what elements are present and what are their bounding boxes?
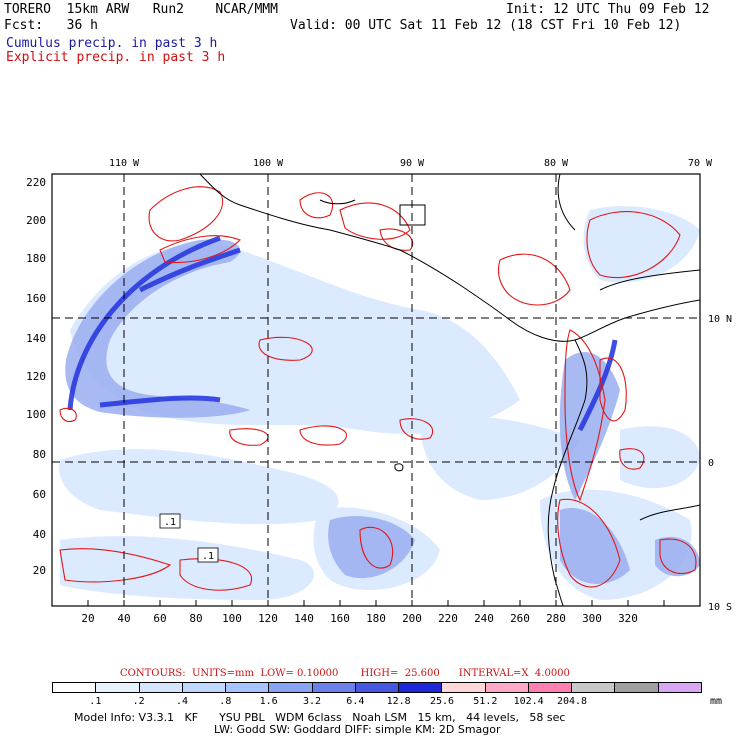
- y-tick-label: 20: [33, 564, 46, 577]
- colorbar-swatch: [658, 683, 701, 692]
- x-tick-label: 320: [618, 612, 638, 625]
- lat-lon-grid: [52, 174, 700, 606]
- x-tick-label: 20: [81, 612, 94, 625]
- contour-label-box: [197, 547, 219, 563]
- colorbar-label: 6.4: [346, 696, 365, 707]
- lon-label: 110 W: [109, 158, 140, 169]
- explicit-legend-label: Explicit precip. in past 3 h: [6, 50, 226, 65]
- y-tick-label: 80: [33, 448, 46, 461]
- colorbar-label: 1.6: [259, 696, 278, 707]
- x-tick-label: 60: [153, 612, 166, 625]
- contours-info: CONTOURS: UNITS=mm LOW= 0.10000 HIGH= 25…: [120, 668, 570, 679]
- y-tick-label: 140: [26, 332, 46, 345]
- x-tick-label: 160: [330, 612, 350, 625]
- colorbar-label: 51.2: [473, 696, 498, 707]
- colorbar-swatch: [312, 683, 356, 692]
- cumulus-precip-medium: [65, 239, 700, 584]
- x-tick-label: 180: [366, 612, 386, 625]
- y-tick-label: 100: [26, 408, 46, 421]
- y-tick-label: 220: [26, 176, 46, 189]
- lon-label: 100 W: [253, 158, 284, 169]
- x-tick-label: 300: [582, 612, 602, 625]
- colorbar-label: 12.8: [386, 696, 411, 707]
- colorbar-swatch: [615, 683, 659, 692]
- y-tick-label: 60: [33, 488, 46, 501]
- x-tick-label: 220: [438, 612, 458, 625]
- colorbar-swatch: [528, 683, 573, 692]
- coastlines: [199, 174, 700, 606]
- colorbar-swatch: [269, 683, 313, 692]
- colorbar-swatch: [485, 683, 529, 692]
- colorbar-labels: .1 .2 .4 .8 1.6 3.2 6.4 12.8 25.6 51.2 102.4 204.8 m…: [52, 696, 740, 708]
- cumulus-legend-label: Cumulus precip. in past 3 h: [6, 36, 218, 51]
- colorbar-swatch: [139, 683, 183, 692]
- model-info-line2: LW: Godd SW: Goddard DIFF: simple KM: 2D…: [214, 723, 501, 736]
- lat-label: 10 N: [708, 314, 732, 325]
- colorbar-label: 102.4: [513, 696, 544, 707]
- x-tick-label: 40: [117, 612, 130, 625]
- colorbar-label: 3.2: [302, 696, 322, 707]
- contour-label: .1: [202, 551, 214, 562]
- y-tick-label: 200: [26, 214, 46, 227]
- y-tick-label: 120: [26, 370, 46, 383]
- colorbar-swatch: [442, 683, 486, 692]
- colorbar-label: .2: [132, 696, 145, 707]
- model-info: Model Info: V3.3.1 KF YSU PBL WDM 6class…: [74, 712, 565, 736]
- colorbar-label: 204.8: [556, 696, 588, 707]
- colorbar-swatch: [572, 683, 616, 692]
- colorbar-label: .1: [89, 696, 102, 707]
- contour-label-box: [159, 513, 181, 529]
- explicit-precip-contours: [59, 186, 697, 591]
- lon-label: 90 W: [400, 158, 425, 169]
- y-tick-label: 40: [33, 528, 46, 541]
- cumulus-precip-heavy: [67, 235, 618, 432]
- lon-label: 80 W: [544, 158, 569, 169]
- y-tick-label: 180: [26, 252, 46, 265]
- colorbar-swatch: [53, 683, 97, 692]
- colorbar-label: 25.6: [429, 696, 455, 707]
- contour-label: .1: [164, 517, 176, 528]
- lat-label: 10 S: [708, 602, 732, 613]
- colorbar-swatch: [96, 683, 140, 692]
- header-valid-time: Valid: 00 UTC Sat 11 Feb 12 (18 CST Fri …: [290, 18, 682, 33]
- header-init-time: Init: 12 UTC Thu 09 Feb 12: [506, 2, 710, 17]
- lon-label: 70 W: [688, 158, 713, 169]
- x-tick-label: 100: [222, 612, 242, 625]
- x-tick-label: 120: [258, 612, 278, 625]
- x-tick-label: 80: [189, 612, 202, 625]
- x-tick-label: 140: [294, 612, 314, 625]
- colorbar-swatch: [182, 683, 227, 692]
- x-tick-label: 200: [402, 612, 422, 625]
- colorbar-label: .4: [175, 696, 189, 707]
- colorbar-label: .8: [219, 696, 232, 707]
- lat-label: 0: [708, 458, 714, 469]
- axis-ticks: [87, 600, 665, 606]
- colorbar-swatch: [355, 683, 400, 692]
- header-forecast-hour: Fcst: 36 h: [4, 18, 98, 33]
- x-tick-label: 240: [474, 612, 494, 625]
- header-model-title: TORERO 15km ARW Run2 NCAR/MMM: [4, 2, 278, 17]
- precip-colorbar: [52, 682, 702, 693]
- x-tick-label: 280: [546, 612, 566, 625]
- colorbar-swatch: [399, 683, 443, 692]
- colorbar-unit: mm: [709, 696, 723, 707]
- x-tick-label: 260: [510, 612, 530, 625]
- colorbar-swatch: [226, 683, 270, 692]
- y-tick-label: 160: [26, 292, 46, 305]
- model-info-line1: Model Info: V3.3.1 KF YSU PBL WDM 6class…: [74, 711, 566, 724]
